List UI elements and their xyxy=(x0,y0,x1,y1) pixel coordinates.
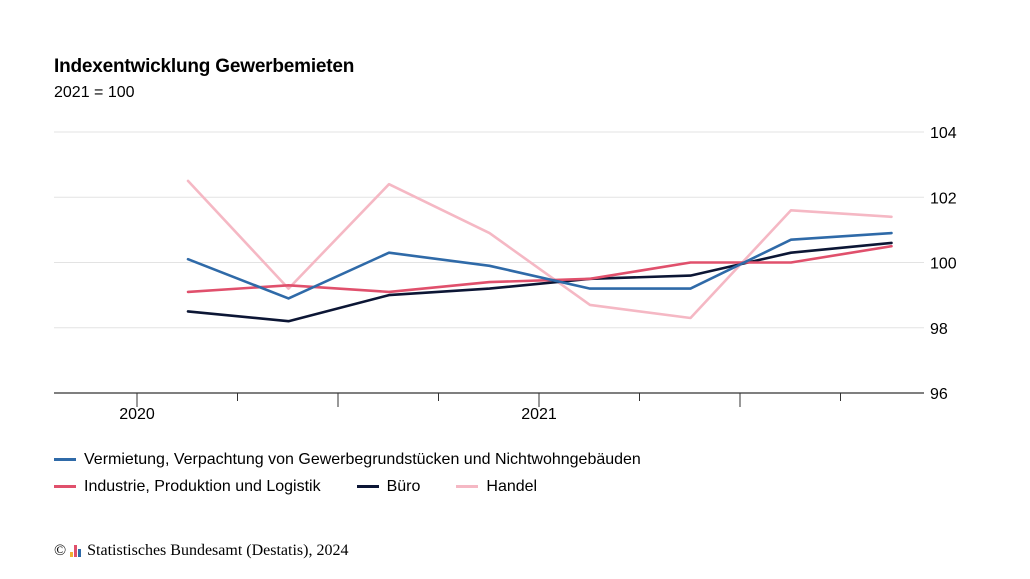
y-tick-label: 98 xyxy=(930,321,948,338)
legend-swatch xyxy=(54,458,76,461)
legend-label: Büro xyxy=(386,477,421,495)
legend-label: Vermietung, Verpachtung von Gewerbegrund… xyxy=(84,450,641,468)
legend-label: Handel xyxy=(486,477,538,495)
line-chart: 96 98 100 102 104 2020 2021 xyxy=(54,125,957,423)
legend-swatch xyxy=(456,485,479,488)
x-tick-label: 2021 xyxy=(521,406,557,423)
legend-row-2: Industrie, Produktion und Logistik Büro … xyxy=(54,473,677,500)
chart-subtitle: 2021 = 100 xyxy=(54,84,135,101)
legend-swatch xyxy=(54,485,76,488)
source-footer: © Statistisches Bundesamt (Destatis), 20… xyxy=(54,542,348,560)
y-tick-label: 102 xyxy=(930,190,957,207)
legend-item-industrie[interactable]: Industrie, Produktion und Logistik xyxy=(54,478,321,496)
legend-label: Industrie, Produktion und Logistik xyxy=(84,477,321,495)
copyright-symbol: © xyxy=(54,542,67,559)
series-line xyxy=(186,231,893,300)
y-tick-label: 100 xyxy=(930,256,957,273)
legend-row-1: Vermietung, Verpachtung von Gewerbegrund… xyxy=(54,446,677,473)
y-tick-label: 104 xyxy=(930,125,957,142)
chart-title: Indexentwicklung Gewerbemieten xyxy=(54,56,355,77)
destatis-logo-icon xyxy=(70,545,82,557)
legend-item-vermietung[interactable]: Vermietung, Verpachtung von Gewerbegrund… xyxy=(54,451,641,469)
legend-item-buero[interactable]: Büro xyxy=(356,477,421,496)
source-text: Statistisches Bundesamt (Destatis), 2024 xyxy=(87,542,349,559)
legend-item-handel[interactable]: Handel xyxy=(456,478,537,496)
series-line xyxy=(186,241,893,323)
legend-swatch xyxy=(356,485,379,488)
series-line xyxy=(186,244,893,294)
y-tick-label: 96 xyxy=(930,386,948,403)
legend: Vermietung, Verpachtung von Gewerbegrund… xyxy=(54,446,677,500)
x-tick-label: 2020 xyxy=(119,406,155,423)
series-line xyxy=(186,179,893,320)
